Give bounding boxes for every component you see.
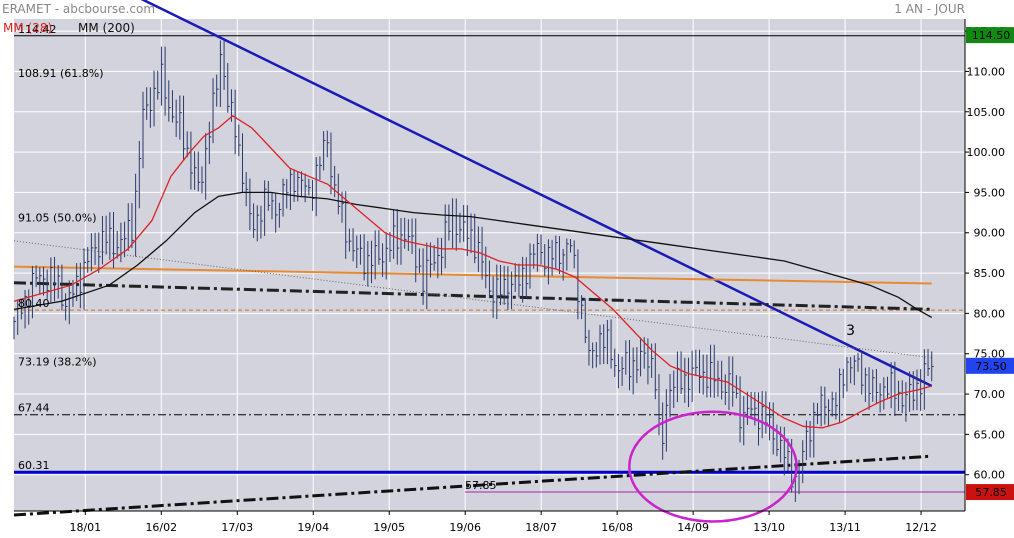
price-badge-label: 73.50	[975, 360, 1007, 373]
x-tick-label: 13/10	[753, 521, 785, 534]
legend-ma200: MM (200)	[78, 21, 135, 35]
trendline-dashdot-upper	[13, 281, 932, 311]
x-tick-label: 19/04	[297, 521, 329, 534]
level-label: 108.91 (61.8%)	[18, 67, 104, 80]
y-tick-label: 110.00	[967, 65, 1006, 78]
ma28-line	[13, 114, 932, 429]
level-label: 67.44	[18, 402, 50, 415]
legend-ma28: MM (28)	[3, 21, 52, 35]
level-label: 57.85	[465, 479, 497, 492]
level-lines	[14, 35, 965, 493]
x-axis: 18/01 16/02 17/03 19/04 19/05 19/06 18/07 16/08…	[14, 510, 965, 534]
annotation-label: 3	[846, 323, 855, 339]
trendline-dotted-trend	[13, 240, 932, 359]
moving-averages	[13, 114, 933, 429]
trendline-dashdot-lower	[13, 454, 932, 517]
level-label: 91.05 (50.0%)	[18, 211, 97, 224]
y-tick-label: 85.00	[974, 267, 1006, 280]
trendline-downtrend	[140, 0, 933, 388]
x-tick-label: 12/12	[905, 521, 937, 534]
price-badge	[966, 357, 1014, 374]
price-badge	[966, 27, 1014, 44]
x-tick-label: 14/09	[677, 521, 709, 534]
y-tick-label: 90.00	[974, 227, 1006, 240]
x-tick-label: 13/11	[829, 521, 861, 534]
trendline-orange-resistance	[13, 265, 932, 285]
level-label: 60.31	[18, 459, 50, 472]
price-badge	[966, 484, 1014, 501]
chart-title: ERAMET - abcbourse.com	[2, 2, 155, 16]
y-axis: 60.00 65.00 70.00 75.00 80.00 85.00 90.00 95.00…	[964, 19, 1006, 511]
y-tick-label: 95.00	[974, 186, 1006, 199]
y-tick-label: 80.00	[974, 307, 1006, 320]
x-tick-label: 16/08	[601, 521, 633, 534]
x-tick-label: 18/01	[69, 521, 101, 534]
period-label: 1 AN - JOUR	[894, 2, 965, 16]
x-tick-label: 17/03	[221, 521, 253, 534]
y-tick-label: 100.00	[967, 146, 1006, 159]
x-tick-label: 18/07	[525, 521, 557, 534]
ma200-line	[13, 191, 933, 318]
x-tick-label: 19/06	[449, 521, 481, 534]
level-labels: 114.42 108.91 (61.8%) 91.05 (50.0%) 80.40 73…	[18, 23, 855, 492]
price-badge-label: 57.85	[975, 486, 1007, 499]
chart-header: ERAMET - abcbourse.com 1 AN - JOUR MM (2…	[2, 2, 965, 35]
ellipse-annotation	[628, 410, 798, 523]
trend-lines	[13, 0, 933, 517]
y-tick-label: 105.00	[967, 106, 1006, 119]
level-label: 73.19 (38.2%)	[18, 355, 97, 368]
level-label: 80.40	[18, 297, 50, 310]
x-tick-label: 19/05	[373, 521, 405, 534]
x-tick-label: 16/02	[145, 521, 177, 534]
y-tick-label: 60.00	[974, 469, 1006, 482]
grid-lines	[14, 19, 965, 511]
ellipse-annotation-shape	[628, 410, 798, 523]
y-tick-label: 75.00	[974, 348, 1006, 361]
ohlc-bars	[13, 40, 934, 502]
level-label: 114.42	[18, 23, 57, 36]
y-tick-label: 70.00	[974, 388, 1006, 401]
price-badges: 114.50 57.85 73.50	[966, 27, 1014, 501]
y-tick-label: 65.00	[974, 428, 1006, 441]
price-badge-label: 114.50	[972, 29, 1011, 42]
